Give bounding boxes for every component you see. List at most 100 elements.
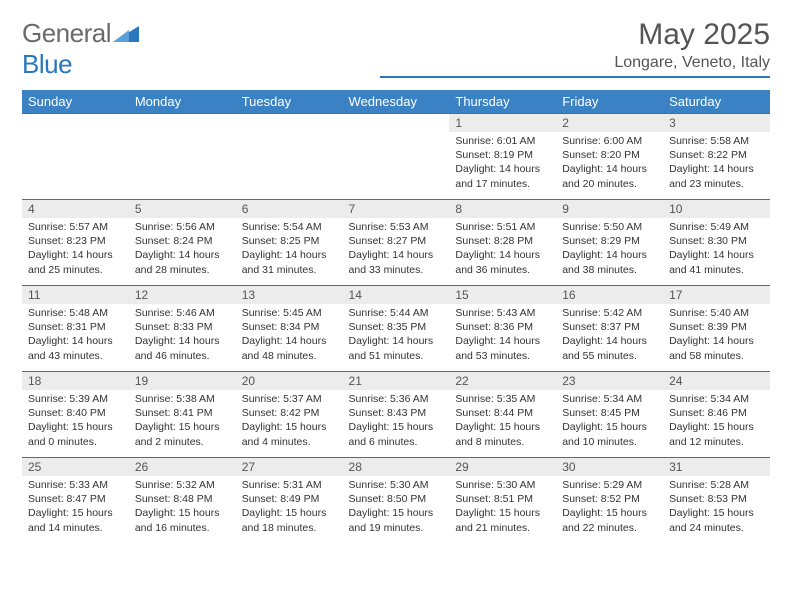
- day-data: Sunrise: 5:42 AMSunset: 8:37 PMDaylight:…: [556, 304, 663, 367]
- sunset-text: Sunset: 8:19 PM: [455, 148, 550, 162]
- sunrise-text: Sunrise: 5:45 AM: [242, 306, 337, 320]
- calendar-day-cell: 5Sunrise: 5:56 AMSunset: 8:24 PMDaylight…: [129, 200, 236, 286]
- calendar-day-cell: 24Sunrise: 5:34 AMSunset: 8:46 PMDayligh…: [663, 372, 770, 458]
- daylight-text: Daylight: 14 hours and 55 minutes.: [562, 334, 657, 362]
- calendar-day-cell: 16Sunrise: 5:42 AMSunset: 8:37 PMDayligh…: [556, 286, 663, 372]
- day-data: Sunrise: 5:43 AMSunset: 8:36 PMDaylight:…: [449, 304, 556, 367]
- day-number: 18: [22, 372, 129, 390]
- sunset-text: Sunset: 8:47 PM: [28, 492, 123, 506]
- day-data: Sunrise: 5:46 AMSunset: 8:33 PMDaylight:…: [129, 304, 236, 367]
- day-number: 16: [556, 286, 663, 304]
- daylight-text: Daylight: 14 hours and 20 minutes.: [562, 162, 657, 190]
- day-number: 19: [129, 372, 236, 390]
- calendar-day-cell: [22, 114, 129, 200]
- sunrise-text: Sunrise: 5:33 AM: [28, 478, 123, 492]
- daylight-text: Daylight: 15 hours and 16 minutes.: [135, 506, 230, 534]
- calendar-body: 1Sunrise: 6:01 AMSunset: 8:19 PMDaylight…: [22, 114, 770, 544]
- daylight-text: Daylight: 14 hours and 58 minutes.: [669, 334, 764, 362]
- day-number: 11: [22, 286, 129, 304]
- day-data: Sunrise: 5:33 AMSunset: 8:47 PMDaylight:…: [22, 476, 129, 539]
- daylight-text: Daylight: 15 hours and 4 minutes.: [242, 420, 337, 448]
- calendar-day-cell: 2Sunrise: 6:00 AMSunset: 8:20 PMDaylight…: [556, 114, 663, 200]
- daylight-text: Daylight: 15 hours and 21 minutes.: [455, 506, 550, 534]
- day-number: 22: [449, 372, 556, 390]
- day-number: 7: [343, 200, 450, 218]
- daylight-text: Daylight: 14 hours and 46 minutes.: [135, 334, 230, 362]
- sunset-text: Sunset: 8:20 PM: [562, 148, 657, 162]
- calendar-day-cell: 6Sunrise: 5:54 AMSunset: 8:25 PMDaylight…: [236, 200, 343, 286]
- sunset-text: Sunset: 8:48 PM: [135, 492, 230, 506]
- daylight-text: Daylight: 14 hours and 17 minutes.: [455, 162, 550, 190]
- sunset-text: Sunset: 8:40 PM: [28, 406, 123, 420]
- sunrise-text: Sunrise: 5:43 AM: [455, 306, 550, 320]
- sunrise-text: Sunrise: 5:58 AM: [669, 134, 764, 148]
- calendar-day-cell: 28Sunrise: 5:30 AMSunset: 8:50 PMDayligh…: [343, 458, 450, 544]
- sunset-text: Sunset: 8:50 PM: [349, 492, 444, 506]
- weekday-header: Friday: [556, 90, 663, 114]
- day-number: [343, 114, 450, 118]
- day-number: 10: [663, 200, 770, 218]
- brand-text: GeneralBlue: [22, 18, 139, 80]
- calendar-day-cell: 22Sunrise: 5:35 AMSunset: 8:44 PMDayligh…: [449, 372, 556, 458]
- calendar-day-cell: 14Sunrise: 5:44 AMSunset: 8:35 PMDayligh…: [343, 286, 450, 372]
- daylight-text: Daylight: 14 hours and 53 minutes.: [455, 334, 550, 362]
- calendar-table: SundayMondayTuesdayWednesdayThursdayFrid…: [22, 90, 770, 544]
- day-number: 14: [343, 286, 450, 304]
- day-number: 9: [556, 200, 663, 218]
- sunset-text: Sunset: 8:25 PM: [242, 234, 337, 248]
- sunrise-text: Sunrise: 5:39 AM: [28, 392, 123, 406]
- brand-part1: General: [22, 18, 111, 48]
- daylight-text: Daylight: 14 hours and 36 minutes.: [455, 248, 550, 276]
- sunset-text: Sunset: 8:51 PM: [455, 492, 550, 506]
- sunset-text: Sunset: 8:30 PM: [669, 234, 764, 248]
- day-data: Sunrise: 5:36 AMSunset: 8:43 PMDaylight:…: [343, 390, 450, 453]
- sunrise-text: Sunrise: 5:51 AM: [455, 220, 550, 234]
- calendar-page: GeneralBlue May 2025 Longare, Veneto, It…: [0, 0, 792, 612]
- day-data: Sunrise: 5:44 AMSunset: 8:35 PMDaylight:…: [343, 304, 450, 367]
- day-number: 5: [129, 200, 236, 218]
- day-number: 17: [663, 286, 770, 304]
- daylight-text: Daylight: 15 hours and 14 minutes.: [28, 506, 123, 534]
- sunset-text: Sunset: 8:27 PM: [349, 234, 444, 248]
- sunset-text: Sunset: 8:45 PM: [562, 406, 657, 420]
- day-data: Sunrise: 5:34 AMSunset: 8:45 PMDaylight:…: [556, 390, 663, 453]
- weekday-header: Saturday: [663, 90, 770, 114]
- sunset-text: Sunset: 8:31 PM: [28, 320, 123, 334]
- daylight-text: Daylight: 15 hours and 6 minutes.: [349, 420, 444, 448]
- calendar-day-cell: 27Sunrise: 5:31 AMSunset: 8:49 PMDayligh…: [236, 458, 343, 544]
- title-block: May 2025 Longare, Veneto, Italy: [380, 18, 770, 78]
- daylight-text: Daylight: 14 hours and 25 minutes.: [28, 248, 123, 276]
- daylight-text: Daylight: 15 hours and 12 minutes.: [669, 420, 764, 448]
- daylight-text: Daylight: 14 hours and 38 minutes.: [562, 248, 657, 276]
- day-number: 30: [556, 458, 663, 476]
- calendar-day-cell: 10Sunrise: 5:49 AMSunset: 8:30 PMDayligh…: [663, 200, 770, 286]
- calendar-day-cell: [236, 114, 343, 200]
- daylight-text: Daylight: 14 hours and 51 minutes.: [349, 334, 444, 362]
- brand-part2: Blue: [22, 49, 72, 79]
- day-data: Sunrise: 5:34 AMSunset: 8:46 PMDaylight:…: [663, 390, 770, 453]
- daylight-text: Daylight: 15 hours and 0 minutes.: [28, 420, 123, 448]
- day-number: 29: [449, 458, 556, 476]
- daylight-text: Daylight: 15 hours and 19 minutes.: [349, 506, 444, 534]
- sunset-text: Sunset: 8:43 PM: [349, 406, 444, 420]
- sunset-text: Sunset: 8:53 PM: [669, 492, 764, 506]
- weekday-header: Thursday: [449, 90, 556, 114]
- sunset-text: Sunset: 8:44 PM: [455, 406, 550, 420]
- calendar-day-cell: 19Sunrise: 5:38 AMSunset: 8:41 PMDayligh…: [129, 372, 236, 458]
- sunrise-text: Sunrise: 5:54 AM: [242, 220, 337, 234]
- calendar-day-cell: 9Sunrise: 5:50 AMSunset: 8:29 PMDaylight…: [556, 200, 663, 286]
- calendar-day-cell: 29Sunrise: 5:30 AMSunset: 8:51 PMDayligh…: [449, 458, 556, 544]
- sunset-text: Sunset: 8:36 PM: [455, 320, 550, 334]
- day-data: Sunrise: 5:45 AMSunset: 8:34 PMDaylight:…: [236, 304, 343, 367]
- weekday-header: Tuesday: [236, 90, 343, 114]
- day-data: Sunrise: 5:40 AMSunset: 8:39 PMDaylight:…: [663, 304, 770, 367]
- sunset-text: Sunset: 8:24 PM: [135, 234, 230, 248]
- sunset-text: Sunset: 8:41 PM: [135, 406, 230, 420]
- calendar-day-cell: 17Sunrise: 5:40 AMSunset: 8:39 PMDayligh…: [663, 286, 770, 372]
- day-data: Sunrise: 6:01 AMSunset: 8:19 PMDaylight:…: [449, 132, 556, 195]
- sunrise-text: Sunrise: 5:49 AM: [669, 220, 764, 234]
- day-data: Sunrise: 5:49 AMSunset: 8:30 PMDaylight:…: [663, 218, 770, 281]
- sunrise-text: Sunrise: 5:56 AM: [135, 220, 230, 234]
- day-data: Sunrise: 5:39 AMSunset: 8:40 PMDaylight:…: [22, 390, 129, 453]
- day-number: [129, 114, 236, 118]
